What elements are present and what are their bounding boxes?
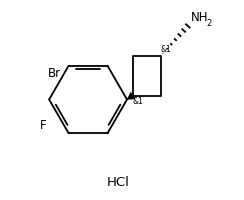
Text: HCl: HCl [107,175,130,188]
Text: &1: &1 [133,96,144,105]
Text: F: F [40,118,47,131]
Text: NH: NH [191,11,208,24]
Text: 2: 2 [206,19,212,28]
Polygon shape [127,93,135,100]
Text: &1: &1 [161,45,172,54]
Text: Br: Br [48,67,61,80]
